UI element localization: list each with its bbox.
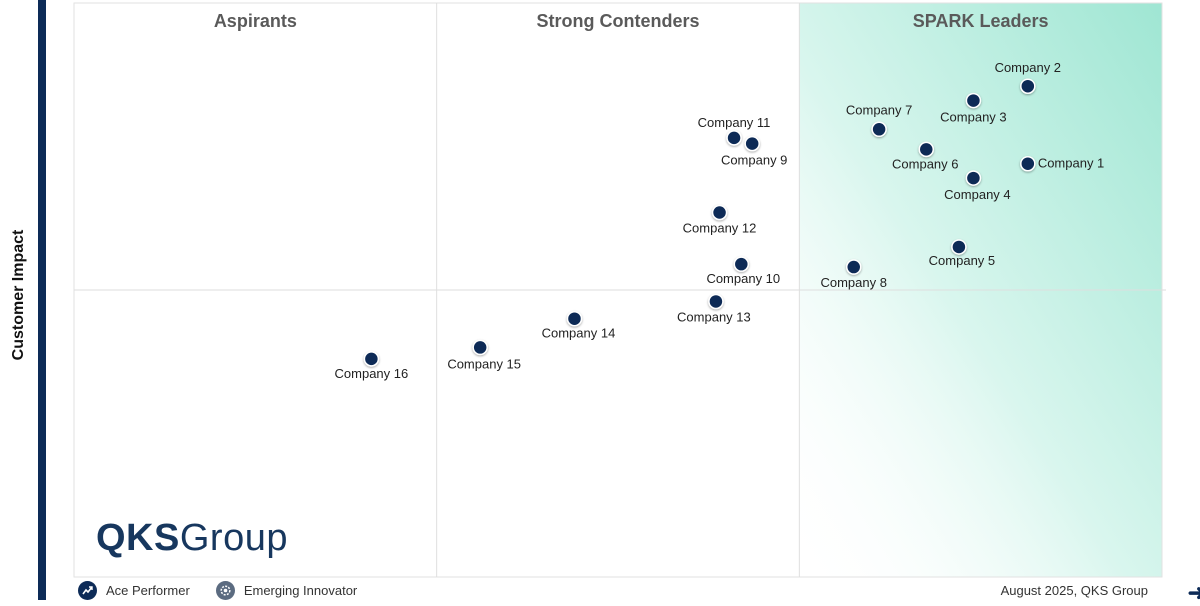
data-point[interactable]: [1020, 78, 1036, 94]
brand-logo: QKSGroup: [96, 517, 288, 559]
data-point[interactable]: [363, 351, 380, 367]
trend-up-icon: [78, 580, 97, 600]
quadrant-label: SPARK Leaders: [913, 11, 1049, 31]
data-point-label: Company 8: [820, 275, 886, 290]
data-point[interactable]: [726, 130, 742, 146]
data-point[interactable]: [965, 170, 982, 186]
quadrant-label: Strong Contenders: [536, 11, 699, 31]
legend-label-ace-performer: Ace Performer: [106, 582, 190, 598]
gear-icon: [215, 580, 235, 600]
data-point[interactable]: [711, 204, 728, 221]
quadrant-label: Aspirants: [214, 11, 297, 31]
legend-label-emerging-innovator: Emerging Innovator: [243, 582, 358, 598]
legend-item-emerging-innovator: Emerging Innovator: [215, 580, 358, 600]
data-point[interactable]: [733, 256, 750, 272]
data-point-label: Company 5: [929, 253, 995, 268]
data-point-label: Company 9: [721, 153, 787, 168]
data-point-label: Company 13: [677, 309, 751, 324]
footnote: August 2025, QKS Group: [1000, 583, 1148, 598]
data-point-label: Company 4: [944, 187, 1010, 202]
legend-item-ace-performer: Ace Performer: [78, 580, 190, 600]
data-point-label: Company 16: [335, 366, 409, 381]
data-point-label: Company 14: [542, 326, 616, 341]
y-axis-bar: [38, 0, 46, 600]
data-point-label: Company 6: [892, 156, 958, 171]
data-point[interactable]: [566, 310, 583, 327]
data-point[interactable]: [965, 92, 982, 109]
data-point[interactable]: [918, 141, 935, 158]
data-point[interactable]: [845, 259, 862, 275]
data-point[interactable]: [871, 121, 887, 138]
data-point[interactable]: [744, 135, 760, 152]
data-point-label: Company 10: [706, 271, 780, 286]
data-point[interactable]: [472, 339, 488, 356]
data-point[interactable]: [1020, 155, 1036, 172]
data-point-label: Company 3: [940, 110, 1006, 125]
data-point-label: Company 7: [846, 102, 912, 117]
data-point-label: Company 12: [683, 221, 757, 236]
data-point-label: Company 2: [995, 60, 1061, 75]
corner-arrow-icon: ➜: [1187, 580, 1200, 605]
data-point[interactable]: [708, 293, 724, 310]
data-point-label: Company 1: [1038, 156, 1104, 171]
data-point[interactable]: [951, 239, 967, 255]
data-point-label: Company 11: [698, 115, 771, 130]
legend: Ace Performer Emerging Innovator: [78, 579, 383, 601]
data-point-label: Company 15: [447, 356, 521, 371]
